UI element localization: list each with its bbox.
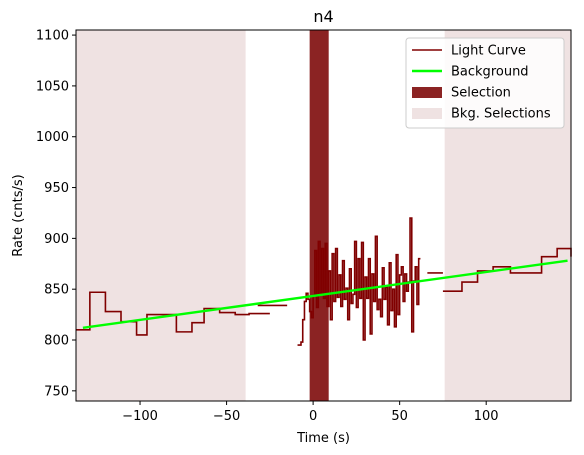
background-fit-line [82,259,568,330]
selection-region [309,30,329,401]
x-tick-label: −50 [213,409,240,424]
legend: Light Curve Background Selection Bkg. Selec… [405,37,565,129]
y-axis-label: Rate (cnts/s) [11,174,26,257]
background-layer [82,259,568,330]
legend-items: Light Curve Background Selection Bkg. Selec… [412,44,551,122]
light-curve-segment-2 [297,217,421,346]
legend-swatch-3 [412,108,442,119]
y-tick-label: 1050 [36,79,69,94]
legend-box [405,37,565,129]
x-tick-label: −100 [122,409,158,424]
y-tick-label: 1100 [36,29,69,44]
y-tick-label: 750 [44,384,69,399]
x-tick-label: 100 [474,409,499,424]
light-curve-segment-4 [442,247,572,293]
x-tick-label: 50 [391,409,408,424]
legend-label-2: Selection [451,86,511,101]
legend-swatch-2 [412,87,442,98]
ticks-layer: −100 −50 0 50 100 750 800 850 900 950 1000 1050 1100 [36,29,499,424]
plot-frame [75,29,572,402]
legend-label-1: Background [451,65,529,80]
y-tick-label: 800 [44,334,69,349]
y-tick-label: 900 [44,232,69,247]
y-tick-label: 1000 [36,130,69,145]
chart-title: n4 [313,7,333,26]
selection-layer [309,30,329,401]
light-curve-segment-0 [76,291,270,336]
y-tick-label: 850 [44,283,69,298]
x-axis-label: Time (s) [296,431,350,446]
x-tick-label: 0 [309,409,317,424]
bkg-selection-region-0 [76,30,246,401]
legend-label-0: Light Curve [451,44,526,59]
y-tick-label: 950 [44,181,69,196]
legend-label-3: Bkg. Selections [451,107,551,122]
light-curve-layer [76,217,572,346]
